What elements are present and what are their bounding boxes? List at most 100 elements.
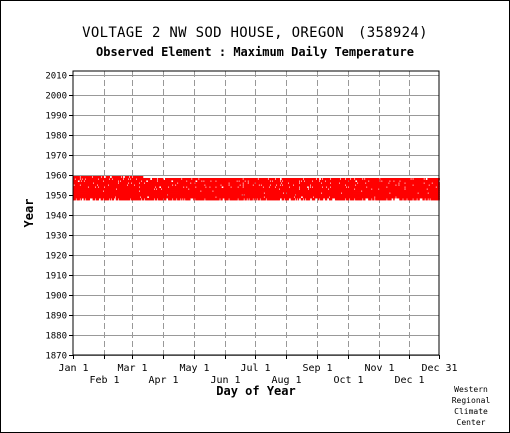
data-point [277, 196, 280, 199]
data-point [422, 198, 424, 201]
data-point [296, 194, 299, 197]
data-point [132, 196, 135, 199]
data-point [181, 190, 183, 193]
data-point [160, 186, 163, 189]
data-point [87, 180, 89, 183]
data-point [237, 180, 239, 183]
data-point [136, 184, 139, 187]
data-point [268, 192, 270, 195]
data-point [400, 182, 402, 185]
data-point [266, 186, 268, 189]
data-point [75, 188, 77, 191]
data-point [141, 182, 144, 185]
data-point [189, 186, 191, 189]
data-point [428, 194, 430, 197]
data-point [382, 180, 384, 183]
data-point [272, 196, 274, 199]
data-point [265, 190, 267, 193]
data-point [353, 196, 355, 199]
data-point [212, 196, 214, 199]
data-point [315, 192, 318, 195]
data-point [182, 184, 184, 187]
data-point [383, 182, 385, 185]
y-axis-ticks: 1870188018901900191019201930194019501960… [45, 72, 73, 362]
data-point [340, 188, 343, 191]
data-point [261, 180, 263, 183]
data-point [94, 190, 97, 193]
data-point [370, 186, 372, 189]
data-point [380, 192, 382, 195]
data-point [131, 180, 134, 183]
data-point [126, 182, 129, 185]
data-point [200, 180, 202, 183]
data-point [110, 196, 113, 199]
data-point [211, 190, 213, 193]
data-point [179, 182, 181, 185]
data-point [176, 178, 178, 181]
data-point [76, 192, 78, 195]
data-point [404, 192, 406, 195]
data-point [396, 186, 398, 189]
data-point [374, 194, 376, 197]
data-point [113, 196, 116, 199]
data-point [383, 196, 385, 199]
data-point [86, 192, 88, 195]
data-point [204, 186, 206, 189]
data-point [81, 176, 83, 179]
data-point [374, 184, 376, 187]
data-point [204, 180, 206, 183]
data-point [162, 182, 165, 185]
data-point [256, 190, 258, 193]
data-point [233, 196, 235, 199]
data-point [161, 192, 164, 195]
data-point [295, 194, 298, 197]
data-point [78, 186, 80, 189]
data-point [90, 192, 93, 195]
data-point [186, 184, 188, 187]
data-point [345, 184, 348, 187]
data-point [216, 180, 218, 183]
data-point [271, 192, 273, 195]
data-point [152, 178, 155, 181]
data-point [235, 180, 237, 183]
data-point [410, 184, 412, 187]
data-point [115, 180, 118, 183]
data-point [153, 194, 156, 197]
data-point [355, 194, 357, 197]
data-point [171, 182, 173, 185]
data-point [135, 196, 138, 199]
data-point [369, 194, 371, 197]
data-point [245, 188, 247, 191]
data-point [406, 194, 408, 197]
data-point [334, 190, 337, 193]
data-point [287, 178, 290, 181]
data-point [153, 180, 156, 183]
data-point [107, 192, 110, 195]
data-point [290, 196, 293, 199]
data-point [271, 188, 273, 191]
data-point [431, 192, 433, 195]
data-point [195, 190, 197, 193]
data-point [367, 178, 369, 181]
data-point [394, 192, 396, 195]
data-point [94, 182, 97, 185]
data-point [137, 186, 140, 189]
data-point [245, 198, 247, 201]
data-point [433, 188, 435, 191]
data-point [152, 198, 155, 201]
data-point [81, 186, 83, 189]
data-point [141, 192, 144, 195]
data-point [148, 178, 151, 181]
data-point [188, 196, 190, 199]
data-point [166, 190, 168, 193]
data-point [376, 198, 378, 201]
data-point [429, 178, 431, 181]
data-point [425, 184, 427, 187]
data-point [158, 182, 161, 185]
data-point [378, 184, 380, 187]
data-point [184, 182, 186, 185]
data-point [362, 188, 364, 191]
data-point [307, 196, 310, 199]
data-point [434, 194, 436, 197]
data-point [411, 194, 413, 197]
